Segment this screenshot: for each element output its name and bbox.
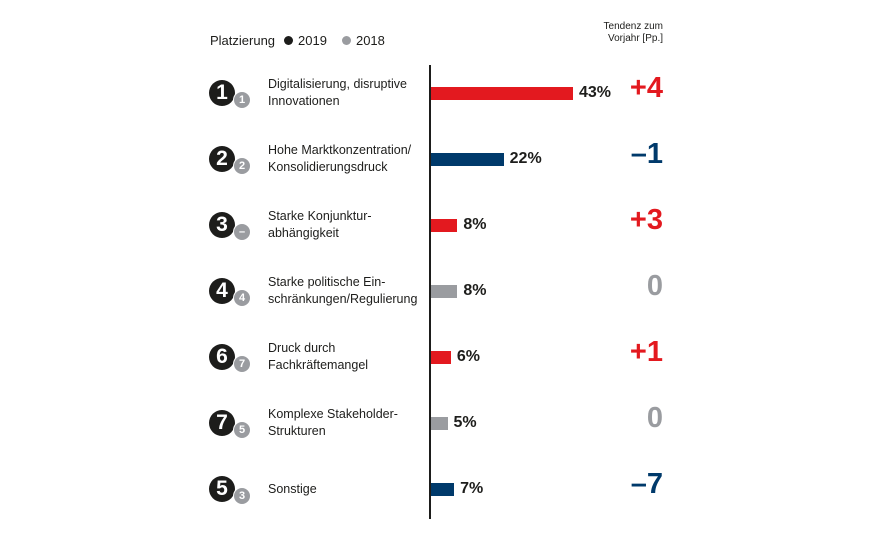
rank-2019-badge: 2 [209,146,235,172]
value-label: 6% [456,348,480,365]
axis-line [429,65,431,519]
value-label: 8% [463,282,487,299]
rank-2018-badge: 2 [233,157,251,175]
row-label: Starke Konjunktur- abhängigkeit [268,209,372,240]
row-label: Digitalisierung, disruptive Innovationen [268,77,407,108]
rank-2019-badge: 4 [209,278,235,304]
rank-2018-badge: 5 [233,421,251,439]
value-label: 43% [579,84,612,101]
legend-2019: 2019 [298,33,327,48]
legend: Platzierung 2019 2018 [210,33,385,48]
value-label: 5% [453,414,477,431]
row-label: Komplexe Stakeholder- Strukturen [268,407,398,438]
delta-label: 0 [646,402,663,434]
delta-label: –1 [630,138,663,170]
bar [431,153,504,166]
rank-2019-badge: 5 [209,476,235,502]
rank-2018-badge: 3 [233,487,251,505]
legend-dot-2018 [341,36,351,45]
delta-label: –7 [630,468,663,500]
row-label: Starke politische Ein- schränkungen/Regu… [268,275,418,306]
value-label: 7% [460,480,484,497]
rank-2018-badge: 4 [233,289,251,307]
legend-dot-2019 [284,36,294,45]
bar [431,417,448,430]
bar [431,285,458,298]
bar [431,483,455,496]
rank-2019-badge: 3 [209,212,235,238]
row-label: Druck durch Fachkräftemangel [268,341,369,372]
value-label: 8% [463,216,487,233]
rank-2018-badge: 7 [233,355,251,373]
legend-2018: 2018 [355,33,385,48]
bar [431,87,573,100]
rank-2018-badge: 1 [233,91,251,109]
value-label: 22% [509,150,542,167]
trend-header: Tendenz zum Vorjahr [Pp.] [603,21,663,44]
chart-row: 7 5 Komplexe Stakeholder- Strukturen 5% 0 [0,390,893,456]
chart-row: 4 4 Starke politische Ein- schränkungen/Re… [0,258,893,324]
chart-row: 6 7 Druck durch Fachkräftemangel 6% +1 [0,324,893,390]
rank-2019-badge: 6 [209,344,235,370]
legend-title: Platzierung [210,33,276,48]
row-label: Sonstige [268,482,317,496]
delta-label: +4 [629,72,663,104]
chart-row: 5 3 Sonstige 7% –7 [0,456,893,522]
delta-label: 0 [646,270,663,302]
delta-label: +3 [629,204,663,236]
row-label: Hohe Marktkonzentration/ Konsolidierungs… [268,143,412,174]
bar [431,219,458,232]
rank-2019-badge: 7 [209,410,235,436]
chart-row: 3– Starke Konjunktur- abhängigkeit 8% +3 [0,192,893,258]
chart-row: 2 2 Hohe Marktkonzentration/ Konsolidierun… [0,126,893,192]
rank-2018-badge: – [233,223,251,241]
delta-label: +1 [629,336,663,368]
rank-2019-badge: 1 [209,80,235,106]
bar [431,351,451,364]
chart-row: 1 1 Digitalisierung, disruptive Innovation… [0,60,893,126]
